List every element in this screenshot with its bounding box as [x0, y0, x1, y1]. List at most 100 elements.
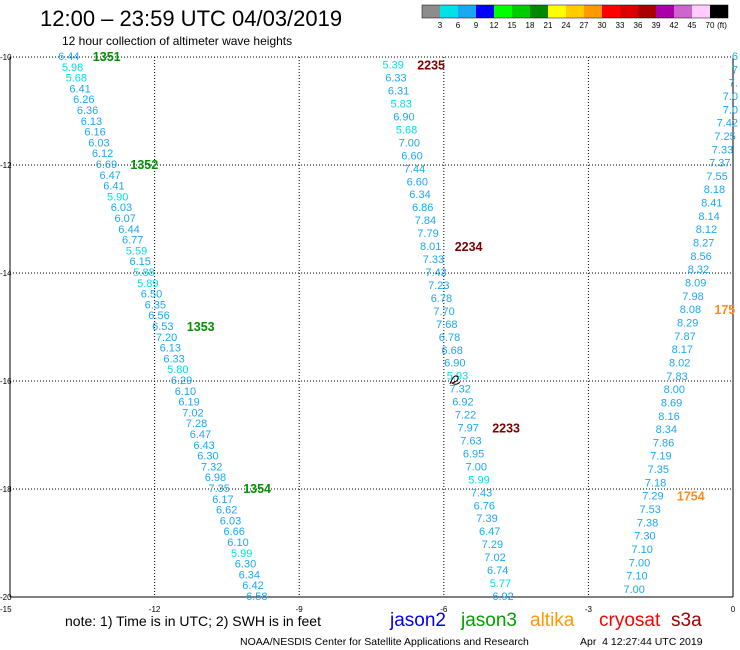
wave-height-value: 6.13 — [81, 116, 102, 128]
wave-height-value: 6.33 — [163, 353, 184, 365]
wave-height-value: 8.32 — [688, 264, 709, 276]
wave-height-value: 6.30 — [197, 451, 218, 463]
colorbar-label: 30 — [598, 21, 607, 30]
wave-height-value: 5.90 — [107, 191, 128, 203]
wave-height-value: 8.56 — [690, 251, 711, 263]
legend-altika: altika — [530, 610, 575, 631]
colorbar-label: 45 — [688, 21, 697, 30]
wave-height-value: 7.38 — [637, 517, 658, 529]
wave-height-value: 6.58 — [246, 591, 267, 603]
wave-height-value: 6.47 — [190, 429, 211, 441]
x-tick-label: -12 — [149, 605, 161, 614]
wave-height-value: 6.44 — [58, 51, 79, 63]
wave-height-value: 6.30 — [235, 559, 256, 571]
wave-height-value: 7.30 — [634, 531, 655, 543]
axis-tick-labels: -15 -12 -9 -6 -3 0 -10 -12 -14 -16 -18 -20 — [0, 53, 736, 614]
colorbar-label: 42 — [670, 21, 679, 30]
colorbar-segment — [584, 5, 602, 18]
colorbar-unit-label: (ft) — [717, 21, 727, 30]
colorbar-label: 15 — [508, 21, 517, 30]
y-tick-label: -16 — [0, 377, 12, 386]
pass-time-label: 2234 — [455, 240, 483, 254]
wave-height-value: 5.68 — [396, 124, 417, 136]
wave-height-value: 8.00 — [664, 384, 685, 396]
y-tick-label: -10 — [0, 53, 12, 62]
wave-height-value: 6.74 — [487, 565, 508, 577]
colorbar-segment — [530, 5, 548, 18]
wave-height-value: 6.13 — [160, 343, 181, 355]
wave-height-value: 6.35 — [145, 299, 166, 311]
footer-credit: NOAA/NESDIS Center for Satellite Applica… — [240, 636, 529, 648]
colorbar-label: 27 — [580, 21, 589, 30]
wave-height-value: 7.20 — [156, 332, 177, 344]
wave-height-value: 6.26 — [73, 94, 94, 106]
wave-height-value: 6.92 — [492, 591, 513, 603]
satellite-legend: jason2 jason3 altika cryosat s3a — [389, 610, 702, 631]
wave-height-value: 8.69 — [661, 397, 682, 409]
wave-height-value: 8.09 — [685, 278, 706, 290]
colorbar-label: 70 — [706, 21, 715, 30]
wave-height-value: 6.62 — [216, 505, 237, 517]
wave-height-value: 6.12 — [92, 148, 113, 160]
wave-height-value: 6.77 — [122, 235, 143, 247]
x-tick-label: -3 — [585, 605, 593, 614]
wave-height-value: 7.00 — [623, 584, 644, 596]
wave-height-value: 7.86 — [653, 437, 674, 449]
wave-height-value: 6.86 — [412, 202, 433, 214]
wave-height-value: 8.29 — [677, 318, 698, 330]
wave-height-value: 5.99 — [231, 548, 252, 560]
wave-height-value: 7.10 — [631, 544, 652, 556]
colorbar-label: 6 — [456, 21, 461, 30]
wave-height-value: 6.07 — [114, 213, 135, 225]
wave-height-value: 8.16 — [658, 411, 679, 423]
wave-height-value: 6.69 — [96, 159, 117, 171]
wave-height-value: 6.90 — [393, 112, 414, 124]
page-subtitle: 12 hour collection of altimeter wave hei… — [62, 34, 292, 48]
wave-height-value: 6.90 — [444, 358, 465, 370]
legend-jason3: jason3 — [460, 610, 517, 631]
pass-time-label: 1351 — [93, 50, 121, 64]
wave-height-value: 8.02 — [669, 358, 690, 370]
wave-height-value: 6.34 — [239, 569, 260, 581]
wave-height-value: 8.27 — [693, 238, 714, 250]
wave-height-value: 5.98 — [62, 62, 83, 74]
wave-height-value: 6.78 — [439, 332, 460, 344]
wave-height-value: 7.00 — [629, 557, 650, 569]
wave-height-value: 8.34 — [656, 424, 677, 436]
colorbar-segment — [620, 5, 638, 18]
wave-height-value: 6.98 — [205, 472, 226, 484]
footer-timestamp: Apr 4 12:27:44 UTC 2019 — [580, 636, 703, 648]
wave-height-value: 7.37 — [709, 158, 730, 170]
wave-height-value: 7.02 — [484, 552, 505, 564]
y-tick-label: -18 — [0, 485, 12, 494]
wave-height-value: 7.0 — [723, 104, 738, 116]
wave-height-value: 7.33 — [712, 144, 733, 156]
colorbar-segment — [692, 5, 710, 18]
colorbar-label: 36 — [634, 21, 643, 30]
wave-height-value: 7.55 — [706, 171, 727, 183]
colorbar-segment — [422, 5, 440, 18]
colorbar-segment — [566, 5, 584, 18]
wave-height-value: 7.18 — [645, 477, 666, 489]
wave-height-value: 5.77 — [490, 578, 511, 590]
wave-height-value: 6.47 — [99, 170, 120, 182]
wave-height-value: 6.50 — [141, 289, 162, 301]
x-tick-label: -6 — [440, 605, 448, 614]
pass-time-label: 1754 — [677, 490, 705, 504]
wave-height-value: 7.43 — [425, 267, 446, 279]
wave-height-value: 7.33 — [423, 254, 444, 266]
wave-height-value: 8.12 — [696, 224, 717, 236]
wave-height-value: 7.63 — [460, 436, 481, 448]
wave-height-value: 7.42 — [717, 118, 738, 130]
wave-height-value: 7.22 — [455, 410, 476, 422]
wave-height-value: 7.39 — [476, 513, 497, 525]
wave-height-value: 6.03 — [88, 137, 109, 149]
wave-height-value: 7.70 — [433, 306, 454, 318]
wave-height-value: 7.98 — [682, 291, 703, 303]
wave-height-value: 6.17 — [212, 494, 233, 506]
wave-height-value: 5.89 — [137, 278, 158, 290]
wave-height-value: 7.32 — [449, 384, 470, 396]
colorbar-label: 39 — [652, 21, 661, 30]
track-s3a: 5.396.336.315.836.905.687.006.607.446.60… — [382, 59, 520, 603]
